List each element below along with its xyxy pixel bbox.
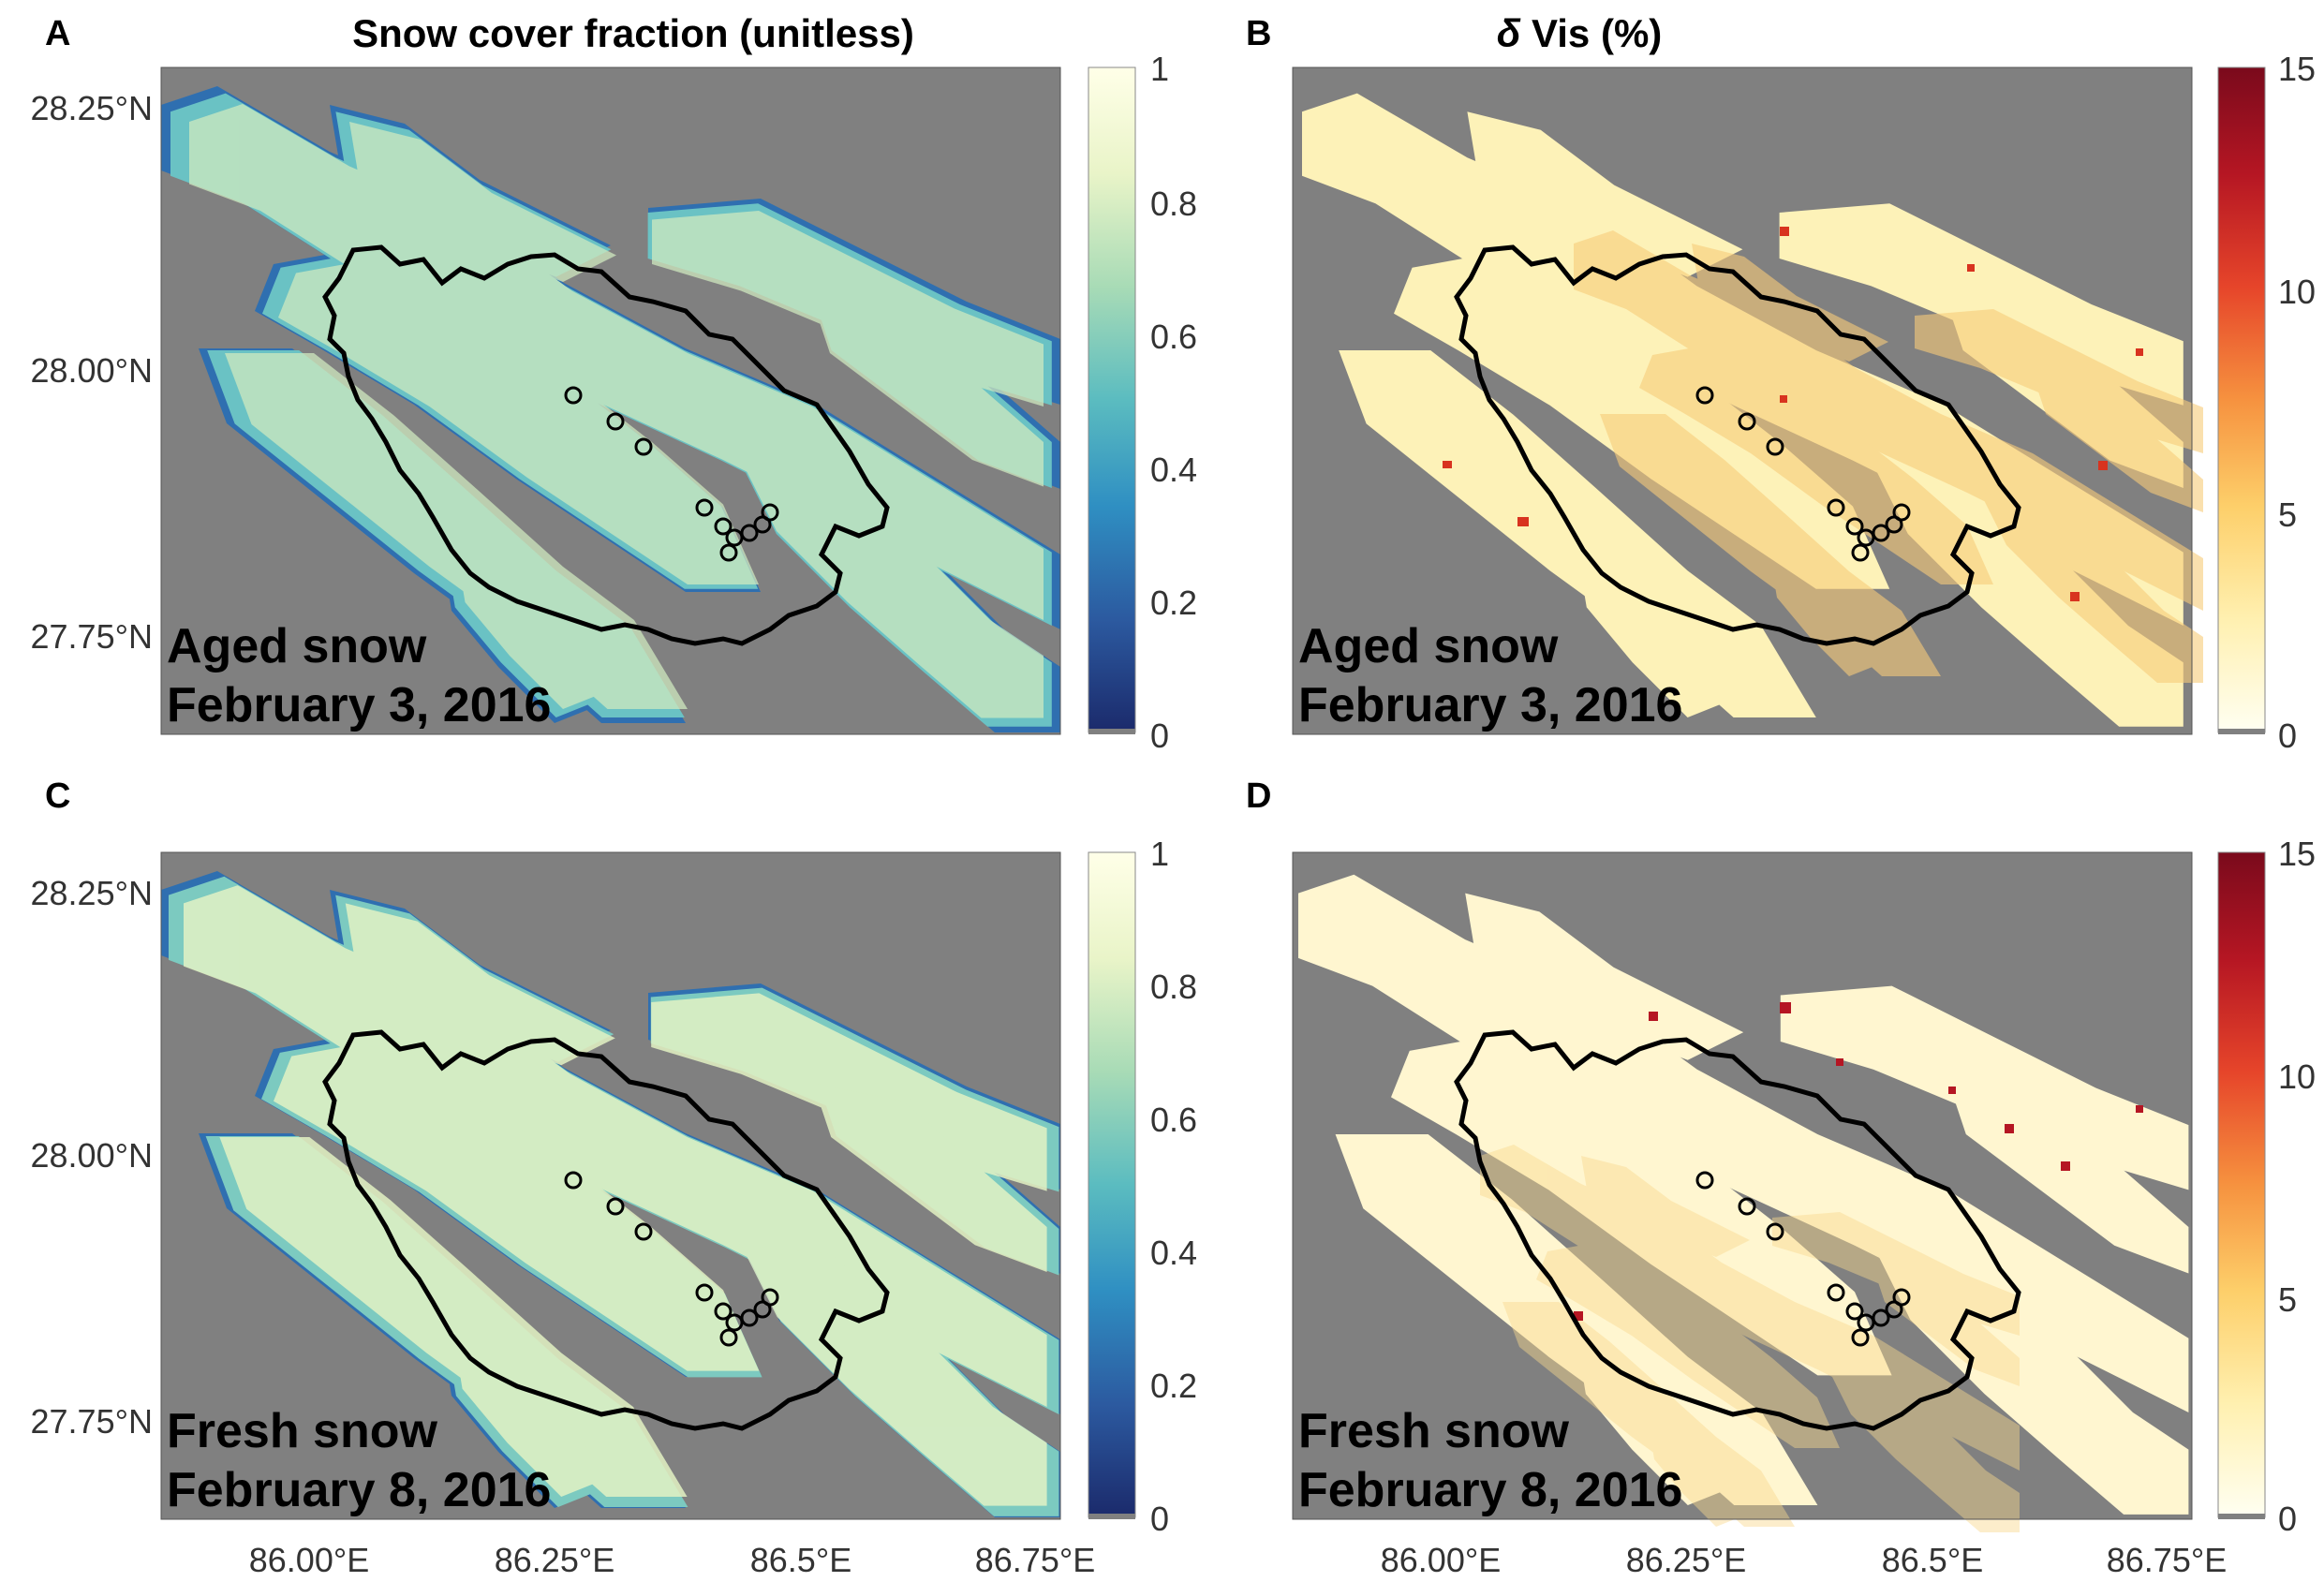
svg-text:0.4: 0.4	[1150, 1234, 1197, 1272]
lat-tick-28-00-top: 28.00°N	[31, 351, 153, 390]
panel-letter-d: D	[1246, 776, 1271, 816]
svg-text:0: 0	[1150, 717, 1169, 755]
colorbar-fsca-top: 1 0.8 0.6 0.4 0.2 0	[1088, 50, 1197, 755]
svg-text:1: 1	[1150, 50, 1169, 88]
column-title-left: Snow cover fraction (unitless)	[352, 11, 914, 55]
lon-tick-86-00-left: 86.00°E	[249, 1541, 370, 1579]
panel-d-label-line1: Fresh snow	[1298, 1404, 1569, 1458]
svg-text:0.8: 0.8	[1150, 185, 1197, 223]
svg-text:5: 5	[2278, 495, 2297, 534]
svg-text:0: 0	[1150, 1500, 1169, 1538]
panel-b-label-line2: February 3, 2016	[1298, 678, 1682, 732]
panel-letter-c: C	[45, 776, 70, 816]
lon-tick-86-75-right: 86.75°E	[2107, 1541, 2228, 1579]
lon-tick-86-75-left: 86.75°E	[975, 1541, 1096, 1579]
colorbar-dvis-top: 15 10 5 0	[2217, 50, 2316, 755]
map-panel-a: Aged snow February 3, 2016	[160, 67, 1061, 735]
svg-text:1: 1	[1150, 835, 1169, 873]
panel-letter-b: B	[1246, 14, 1271, 53]
svg-text:15: 15	[2278, 835, 2316, 873]
lon-tick-86-5-right: 86.5°E	[1882, 1541, 1983, 1579]
svg-text:0: 0	[2278, 717, 2297, 755]
colorbar-fsca-bottom: 1 0.8 0.6 0.4 0.2 0	[1088, 835, 1197, 1538]
map-panel-c: Fresh snow February 8, 2016	[160, 851, 1061, 1520]
map-panel-b: Aged snow February 3, 2016	[1292, 67, 2203, 735]
lat-tick-27-75-bottom: 27.75°N	[31, 1402, 153, 1441]
lat-tick-28-25-top: 28.25°N	[31, 89, 153, 127]
lon-tick-86-25-left: 86.25°E	[495, 1541, 615, 1579]
lat-tick-28-25-bottom: 28.25°N	[31, 874, 153, 912]
panel-letter-a: A	[45, 14, 70, 53]
column-title-right: δ Vis (%)	[1497, 11, 1663, 55]
svg-text:0.2: 0.2	[1150, 584, 1197, 622]
svg-text:0.8: 0.8	[1150, 968, 1197, 1006]
panel-d-label-line2: February 8, 2016	[1298, 1463, 1682, 1517]
lon-tick-86-25-right: 86.25°E	[1626, 1541, 1747, 1579]
svg-text:15: 15	[2278, 50, 2316, 88]
svg-text:10: 10	[2278, 273, 2316, 311]
colorbar-dvis-bottom: 15 10 5 0	[2217, 835, 2316, 1538]
panel-a-label-line1: Aged snow	[167, 619, 427, 673]
lat-tick-27-75-top: 27.75°N	[31, 617, 153, 656]
lon-tick-86-00-right: 86.00°E	[1381, 1541, 1502, 1579]
svg-text:0.2: 0.2	[1150, 1367, 1197, 1405]
svg-text:0.6: 0.6	[1150, 1101, 1197, 1139]
panel-b-label-line1: Aged snow	[1298, 619, 1559, 673]
svg-text:5: 5	[2278, 1280, 2297, 1319]
panel-a-label-line2: February 3, 2016	[167, 678, 551, 732]
panel-c-label-line2: February 8, 2016	[167, 1463, 551, 1517]
lon-tick-86-5-left: 86.5°E	[750, 1541, 851, 1579]
panel-c-label-line1: Fresh snow	[167, 1404, 437, 1458]
map-panel-d: Fresh snow February 8, 2016	[1292, 851, 2193, 1532]
svg-text:0: 0	[2278, 1500, 2297, 1538]
svg-text:0.4: 0.4	[1150, 451, 1197, 489]
svg-text:10: 10	[2278, 1057, 2316, 1096]
svg-text:0.6: 0.6	[1150, 318, 1197, 356]
lat-tick-28-00-bottom: 28.00°N	[31, 1136, 153, 1175]
